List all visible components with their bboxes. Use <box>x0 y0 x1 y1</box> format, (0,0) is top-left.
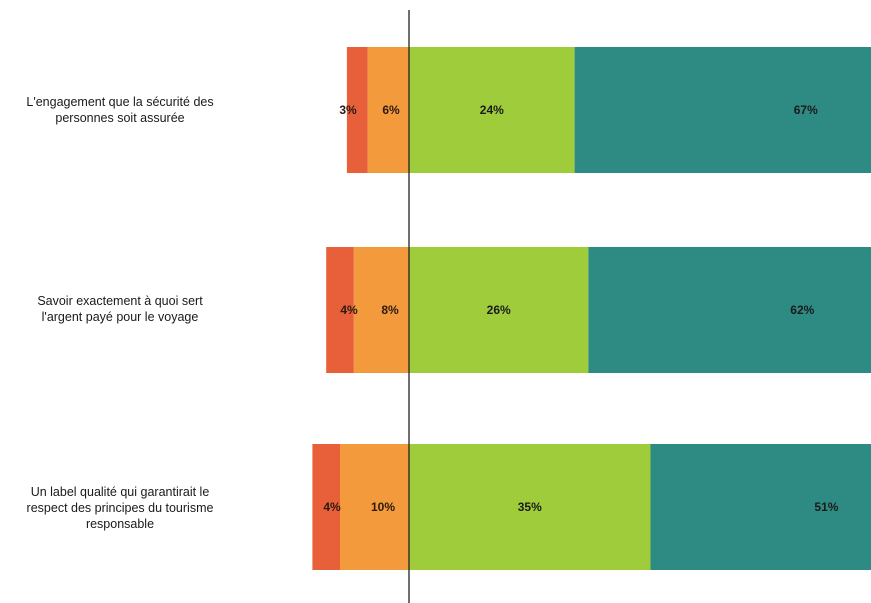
data-label-s2-c1: 26% <box>487 303 511 317</box>
data-label-s0-c2: 4% <box>323 500 341 514</box>
data-label-s1-c1: 8% <box>381 303 399 317</box>
bar-segment-s0-c1 <box>326 247 354 373</box>
data-label-s1-c0: 6% <box>382 103 400 117</box>
bar-segment-s0-c2 <box>312 444 340 570</box>
category-label-0: L'engagement que la sécurité des personn… <box>26 95 214 125</box>
bar-segment-s2-c1 <box>409 247 589 373</box>
category-label-2: Un label qualité qui garantirait le resp… <box>26 485 214 531</box>
data-label-s0-c0: 3% <box>339 103 357 117</box>
data-label-s0-c1: 4% <box>340 303 358 317</box>
data-label-s3-c2: 51% <box>814 500 838 514</box>
bar-segment-s3-c0 <box>574 47 871 173</box>
data-label-s2-c2: 35% <box>518 500 542 514</box>
data-label-s3-c1: 62% <box>790 303 814 317</box>
category-label-1: Savoir exactement à quoi sert l'argent p… <box>37 294 203 324</box>
bar-segment-s1-c2 <box>340 444 409 570</box>
bar-segment-s2-c2 <box>409 444 651 570</box>
data-label-s3-c0: 67% <box>794 103 818 117</box>
bar-segment-s3-c1 <box>588 247 871 373</box>
bar-segment-s1-c0 <box>367 47 409 173</box>
bar-segment-s2-c0 <box>409 47 575 173</box>
bar-segment-s3-c2 <box>650 444 871 570</box>
bar-segment-s1-c1 <box>353 247 409 373</box>
data-label-s1-c2: 10% <box>371 500 395 514</box>
bar-segment-s0-c0 <box>346 47 368 173</box>
data-label-s2-c0: 24% <box>480 103 504 117</box>
